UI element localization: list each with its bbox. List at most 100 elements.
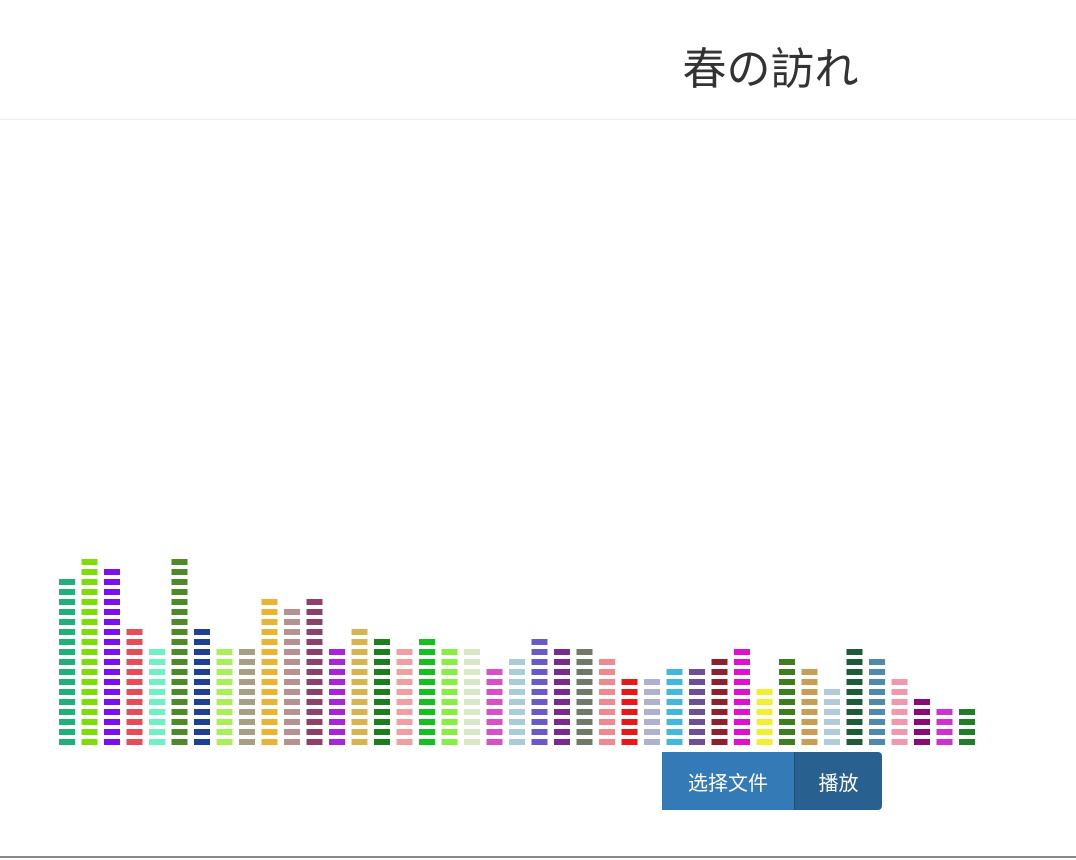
- bar-segment: [216, 669, 233, 675]
- bar-segment: [104, 699, 120, 705]
- bar-segment: [464, 709, 480, 715]
- bar-segment: [59, 579, 75, 585]
- bar-segment: [126, 709, 143, 715]
- bar-segment: [869, 679, 885, 685]
- bar-segment: [621, 699, 638, 705]
- bar-segment: [464, 739, 480, 745]
- bar-segment: [869, 689, 885, 695]
- bar-segment: [284, 649, 300, 655]
- bar-segment: [621, 729, 638, 735]
- bar-segment: [171, 559, 188, 565]
- bar-segment: [531, 649, 548, 655]
- bar-segment: [554, 739, 570, 745]
- bar-segment: [711, 729, 728, 735]
- bar-segment: [351, 629, 368, 635]
- bar-segment: [81, 629, 98, 635]
- visualizer-bar: [351, 629, 368, 745]
- bar-segment: [599, 659, 615, 665]
- bar-segment: [239, 669, 255, 675]
- bar-segment: [531, 739, 548, 745]
- bar-segment: [599, 739, 615, 745]
- bar-segment: [59, 629, 75, 635]
- bar-segment: [464, 689, 480, 695]
- bar-segment: [756, 709, 773, 715]
- bar-segment: [644, 739, 660, 745]
- bar-segment: [711, 679, 728, 685]
- bar-segment: [171, 739, 188, 745]
- bar-segment: [329, 709, 345, 715]
- bar-segment: [734, 709, 750, 715]
- visualizer-bar: [194, 629, 210, 745]
- bar-segment: [171, 649, 188, 655]
- bar-segment: [329, 679, 345, 685]
- bar-segment: [59, 719, 75, 725]
- bar-segment: [329, 649, 345, 655]
- bar-segment: [216, 699, 233, 705]
- bar-segment: [374, 699, 390, 705]
- bar-segment: [779, 729, 795, 735]
- play-button[interactable]: 播放: [794, 752, 882, 810]
- bar-segment: [306, 699, 323, 705]
- bar-segment: [329, 659, 345, 665]
- bar-segment: [194, 729, 210, 735]
- bar-segment: [419, 639, 435, 645]
- bar-segment: [644, 699, 660, 705]
- bar-segment: [306, 689, 323, 695]
- bar-segment: [464, 659, 480, 665]
- bar-segment: [509, 679, 525, 685]
- bar-segment: [756, 699, 773, 705]
- bar-segment: [149, 699, 165, 705]
- visualizer-bar: [959, 709, 975, 745]
- bar-segment: [374, 659, 390, 665]
- bar-segment: [216, 729, 233, 735]
- visualizer-bar: [621, 679, 638, 745]
- bar-segment: [171, 589, 188, 595]
- bar-segment: [486, 699, 503, 705]
- bar-segment: [126, 689, 143, 695]
- bar-segment: [801, 719, 818, 725]
- bar-segment: [419, 699, 435, 705]
- bar-segment: [351, 719, 368, 725]
- choose-file-button[interactable]: 选择文件: [662, 752, 794, 810]
- bar-segment: [329, 669, 345, 675]
- bar-segment: [554, 679, 570, 685]
- bar-segment: [351, 709, 368, 715]
- bar-segment: [734, 689, 750, 695]
- visualizer-bar: [509, 659, 525, 745]
- bar-segment: [531, 669, 548, 675]
- bar-segment: [149, 719, 165, 725]
- bar-segment: [869, 669, 885, 675]
- bar-segment: [779, 739, 795, 745]
- bar-segment: [239, 739, 255, 745]
- bar-segment: [104, 639, 120, 645]
- bar-segment: [81, 569, 98, 575]
- bar-segment: [464, 729, 480, 735]
- bar-segment: [756, 729, 773, 735]
- bar-segment: [914, 709, 930, 715]
- bar-segment: [284, 699, 300, 705]
- bar-segment: [531, 719, 548, 725]
- bar-segment: [846, 669, 863, 675]
- bar-segment: [756, 689, 773, 695]
- bar-segment: [891, 729, 908, 735]
- visualizer-bar: [486, 669, 503, 745]
- bar-segment: [104, 729, 120, 735]
- bar-segment: [509, 739, 525, 745]
- bar-segment: [104, 669, 120, 675]
- bar-segment: [644, 709, 660, 715]
- bar-segment: [824, 709, 840, 715]
- bar-segment: [59, 709, 75, 715]
- bar-segment: [194, 669, 210, 675]
- visualizer-bar: [914, 699, 930, 745]
- visualizer-bar: [374, 639, 390, 745]
- bar-segment: [284, 739, 300, 745]
- bar-segment: [441, 659, 458, 665]
- bar-segment: [171, 599, 188, 605]
- visualizer-bar: [599, 659, 615, 745]
- bar-segment: [194, 659, 210, 665]
- bar-segment: [666, 709, 683, 715]
- bar-segment: [689, 739, 705, 745]
- bar-segment: [441, 739, 458, 745]
- bar-segment: [261, 719, 278, 725]
- bar-segment: [194, 699, 210, 705]
